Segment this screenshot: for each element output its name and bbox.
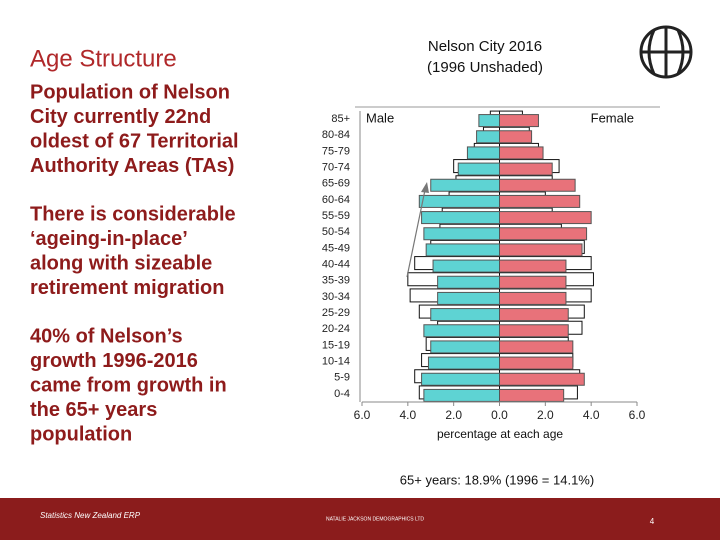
category-label: 20-24 xyxy=(322,323,350,335)
bar xyxy=(499,324,569,338)
paragraph-line: oldest of 67 Territorial xyxy=(30,130,239,152)
chart-note: 65+ years: 18.9% (1996 = 14.1%) xyxy=(400,472,594,487)
category-label: 85+ xyxy=(331,113,350,125)
x-tick-label: 6.0 xyxy=(629,408,646,422)
bar xyxy=(430,178,500,192)
bar xyxy=(499,162,553,176)
paragraph-line: Authority Areas (TAs) xyxy=(30,155,234,177)
x-tick-label: 6.0 xyxy=(354,408,371,422)
bar xyxy=(430,340,500,354)
bar xyxy=(499,178,576,192)
category-label: 50-54 xyxy=(322,226,350,238)
footer-company: NATALIE JACKSON DEMOGRAPHICS LTD xyxy=(326,516,424,522)
category-label: 35-39 xyxy=(322,275,350,287)
category-label: 65-69 xyxy=(322,178,350,190)
paragraph-line: Population of Nelson xyxy=(30,81,230,103)
bar xyxy=(437,291,500,305)
category-label: 40-44 xyxy=(322,258,350,270)
bar xyxy=(499,194,581,208)
category-label: 5-9 xyxy=(334,372,350,384)
legend-label: Female xyxy=(591,110,634,125)
x-tick-label: 4.0 xyxy=(583,408,600,422)
category-label: 55-59 xyxy=(322,210,350,222)
bar xyxy=(478,114,500,128)
bar xyxy=(499,291,567,305)
bar xyxy=(499,340,574,354)
paragraph-line: along with sizeable xyxy=(30,252,212,274)
bar xyxy=(476,130,501,144)
category-label: 70-74 xyxy=(322,161,350,173)
bar xyxy=(499,259,567,273)
paragraph-line: There is considerable xyxy=(30,203,236,225)
bar xyxy=(499,130,533,144)
page-number: 4 xyxy=(650,517,655,526)
paragraph-line: City currently 22nd xyxy=(30,106,211,128)
bar xyxy=(499,227,588,241)
bar xyxy=(421,211,501,225)
footer-bar xyxy=(0,498,720,540)
legend-label: Male xyxy=(366,110,394,125)
category-label: 45-49 xyxy=(322,242,350,254)
slide-title: Age Structure xyxy=(30,45,177,72)
bar xyxy=(421,372,501,386)
category-label: 15-19 xyxy=(322,339,350,351)
bar xyxy=(430,308,500,322)
footer-source: Statistics New Zealand ERP xyxy=(40,511,141,520)
category-label: 25-29 xyxy=(322,307,350,319)
paragraph-line: came from growth in xyxy=(30,374,227,396)
bar xyxy=(457,162,500,176)
arrow xyxy=(406,182,429,278)
bar xyxy=(418,194,500,208)
x-tick-label: 2.0 xyxy=(537,408,554,422)
category-label: 80-84 xyxy=(322,129,350,141)
bar xyxy=(437,275,500,289)
paragraph-line: the 65+ years xyxy=(30,399,157,421)
paragraph-line: 40% of Nelson’s xyxy=(30,325,183,347)
bar xyxy=(499,243,583,257)
bar xyxy=(423,227,500,241)
x-tick-label: 2.0 xyxy=(445,408,462,422)
x-tick-label: 0.0 xyxy=(491,408,508,422)
bar xyxy=(499,372,585,386)
pyramid-chart: 85+ 80-84 75-79 70-74 65-69 60-64 55-59 50-54 45… xyxy=(322,110,646,422)
bar xyxy=(499,114,539,128)
category-label: 10-14 xyxy=(322,355,350,367)
bar xyxy=(499,211,592,225)
bar xyxy=(423,388,500,402)
paragraph-line: growth 1996-2016 xyxy=(30,350,198,372)
paragraph-line: population xyxy=(30,423,132,445)
bar xyxy=(423,324,500,338)
bar xyxy=(466,146,500,160)
bar xyxy=(425,243,500,257)
bar xyxy=(499,275,567,289)
bar xyxy=(499,356,574,370)
category-label: 0-4 xyxy=(334,388,350,400)
category-label: 75-79 xyxy=(322,145,350,157)
x-axis-label: percentage at each age xyxy=(437,427,563,441)
logo xyxy=(639,25,693,79)
category-label: 30-34 xyxy=(322,291,350,303)
category-label: 60-64 xyxy=(322,194,350,206)
bar xyxy=(499,388,565,402)
chart-subtitle: (1996 Unshaded) xyxy=(427,59,543,76)
bar xyxy=(432,259,500,273)
bar xyxy=(499,146,544,160)
body-text: Population of Nelson City currently 22ndo… xyxy=(30,81,239,445)
chart-title: Nelson City 2016 xyxy=(428,38,542,55)
paragraph-line: retirement migration xyxy=(30,277,224,299)
paragraph-line: ‘ageing-in-place’ xyxy=(30,228,188,250)
x-tick-label: 4.0 xyxy=(399,408,416,422)
bar xyxy=(427,356,501,370)
bar xyxy=(499,308,569,322)
